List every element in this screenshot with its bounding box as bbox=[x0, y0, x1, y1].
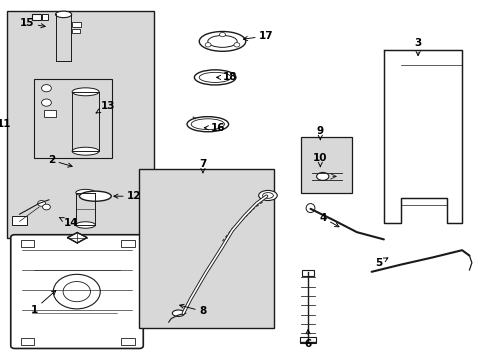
Text: 2: 2 bbox=[48, 155, 72, 167]
Circle shape bbox=[396, 131, 412, 143]
Bar bbox=[300, 137, 351, 193]
Bar bbox=[121, 240, 135, 247]
FancyBboxPatch shape bbox=[11, 235, 143, 348]
Circle shape bbox=[233, 42, 239, 47]
Ellipse shape bbox=[199, 31, 245, 51]
Ellipse shape bbox=[199, 72, 230, 82]
Ellipse shape bbox=[79, 191, 111, 201]
Ellipse shape bbox=[207, 35, 237, 47]
Bar bbox=[72, 22, 81, 27]
Ellipse shape bbox=[194, 70, 236, 85]
Ellipse shape bbox=[55, 11, 71, 18]
Ellipse shape bbox=[186, 117, 228, 132]
Circle shape bbox=[53, 274, 100, 309]
Circle shape bbox=[434, 66, 449, 78]
Ellipse shape bbox=[72, 88, 99, 96]
Text: 1: 1 bbox=[31, 291, 56, 315]
Text: 3: 3 bbox=[414, 38, 421, 55]
Ellipse shape bbox=[262, 193, 273, 198]
Bar bbox=[139, 169, 273, 328]
Ellipse shape bbox=[172, 310, 184, 316]
Ellipse shape bbox=[76, 189, 95, 196]
Bar bbox=[12, 216, 27, 225]
Ellipse shape bbox=[72, 147, 99, 155]
Text: 13: 13 bbox=[96, 101, 115, 113]
Text: 18: 18 bbox=[216, 72, 237, 82]
Polygon shape bbox=[67, 233, 87, 243]
Polygon shape bbox=[383, 50, 461, 223]
Circle shape bbox=[219, 32, 225, 37]
Ellipse shape bbox=[316, 172, 328, 180]
Circle shape bbox=[396, 174, 412, 186]
Circle shape bbox=[396, 66, 412, 78]
Bar bbox=[44, 110, 56, 117]
Text: 7: 7 bbox=[199, 159, 206, 173]
Text: 9: 9 bbox=[316, 126, 323, 140]
Text: 8: 8 bbox=[179, 304, 206, 316]
Circle shape bbox=[434, 131, 449, 143]
Text: 11: 11 bbox=[0, 119, 11, 129]
Bar bbox=[72, 29, 80, 33]
Bar bbox=[121, 338, 135, 345]
Ellipse shape bbox=[305, 203, 314, 212]
Text: 10: 10 bbox=[312, 153, 327, 167]
Text: 17: 17 bbox=[243, 31, 273, 41]
Ellipse shape bbox=[258, 190, 277, 201]
Circle shape bbox=[63, 282, 90, 302]
Text: 15: 15 bbox=[20, 18, 45, 28]
Bar bbox=[301, 270, 314, 276]
Text: 5: 5 bbox=[375, 258, 387, 268]
Circle shape bbox=[41, 99, 51, 106]
Bar bbox=[41, 14, 48, 20]
Ellipse shape bbox=[76, 222, 95, 228]
Bar bbox=[7, 11, 154, 238]
Text: 14: 14 bbox=[59, 217, 78, 228]
Bar bbox=[300, 337, 315, 343]
Text: 4: 4 bbox=[318, 213, 338, 227]
Text: 16: 16 bbox=[204, 123, 224, 133]
Bar bbox=[20, 338, 34, 345]
Text: 6: 6 bbox=[304, 330, 311, 349]
Ellipse shape bbox=[191, 119, 224, 130]
Circle shape bbox=[205, 42, 211, 47]
Bar bbox=[34, 79, 112, 158]
Circle shape bbox=[42, 204, 50, 210]
Bar bbox=[32, 14, 41, 20]
Circle shape bbox=[38, 201, 45, 206]
Text: 12: 12 bbox=[114, 191, 142, 201]
Bar bbox=[20, 240, 34, 247]
Circle shape bbox=[41, 85, 51, 92]
